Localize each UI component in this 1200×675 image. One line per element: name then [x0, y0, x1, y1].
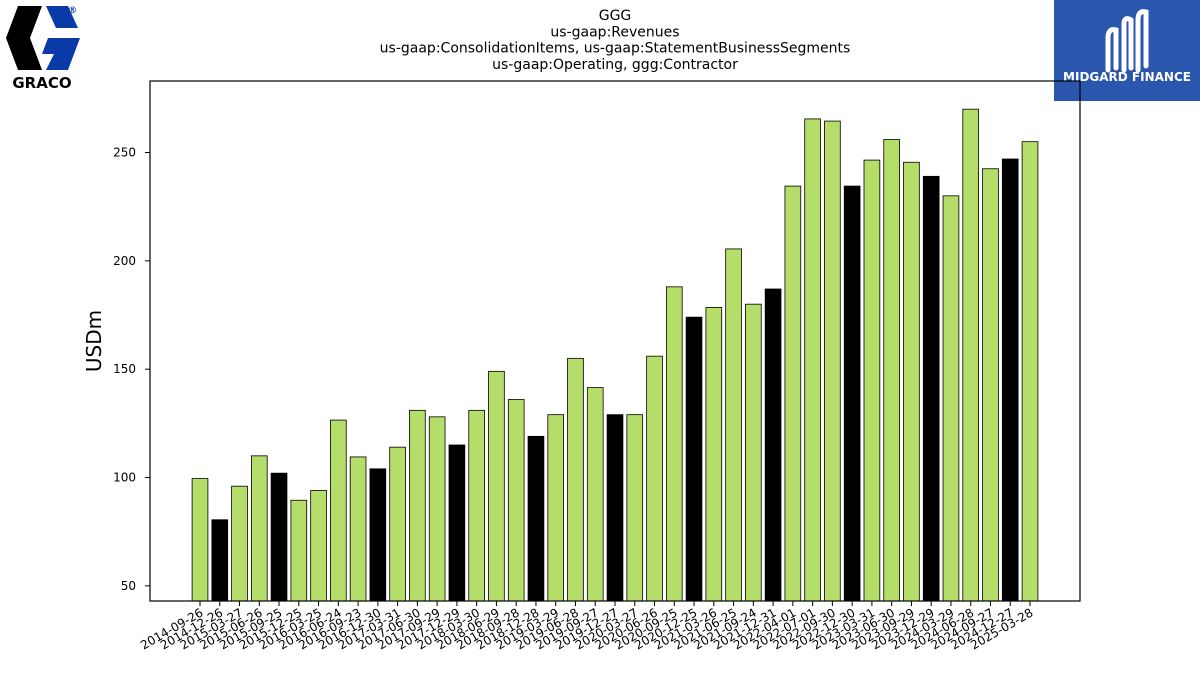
bar — [586, 387, 604, 602]
graco-logo-mark-black — [6, 6, 42, 70]
y-axis-label: USDm — [82, 310, 106, 372]
bar — [567, 357, 584, 602]
bar — [488, 370, 505, 602]
bar — [428, 416, 446, 602]
bar — [942, 195, 960, 602]
bar — [922, 175, 940, 602]
bar — [824, 120, 841, 602]
bar — [468, 409, 485, 602]
bar — [646, 355, 663, 602]
bar — [705, 307, 723, 602]
graco-logo-text: GRACO — [12, 74, 71, 92]
bar — [547, 414, 565, 602]
bar — [330, 419, 347, 602]
bar — [903, 161, 920, 602]
bar — [231, 485, 248, 602]
graco-logo: ® GRACO — [6, 6, 80, 92]
bar — [270, 472, 288, 602]
y-tick-label: 200 — [113, 254, 136, 268]
y-tick-label: 100 — [113, 471, 136, 485]
bar — [1021, 141, 1039, 602]
bar — [606, 414, 624, 602]
midgard-logo: MIDGARD FINANCE — [1054, 0, 1200, 101]
bar — [725, 248, 742, 602]
bar — [764, 288, 782, 602]
bar — [685, 316, 703, 602]
bar — [448, 444, 466, 602]
graco-logo-mark-blue-bottom — [42, 38, 80, 70]
bar — [290, 499, 308, 602]
chart-title-line: us-gaap:ConsolidationItems, us-gaap:Stat… — [380, 41, 851, 57]
bar — [211, 519, 229, 602]
chart-title-line: GGG — [599, 8, 632, 24]
bar — [507, 399, 525, 602]
bar — [883, 139, 900, 602]
y-tick-label: 50 — [121, 579, 136, 593]
bar — [804, 118, 821, 602]
bar — [409, 409, 426, 602]
bar — [962, 108, 980, 602]
bar — [665, 286, 683, 602]
bar — [843, 185, 861, 602]
midgard-logo-text: MIDGARD FINANCE — [1063, 70, 1191, 84]
bar — [982, 168, 999, 602]
bar — [250, 455, 268, 602]
graco-registered-mark: ® — [68, 6, 77, 16]
chart-title: GGGus-gaap:Revenuesus-gaap:Consolidation… — [380, 8, 851, 73]
y-tick-label: 250 — [113, 146, 136, 160]
bar — [310, 490, 327, 602]
bar — [745, 303, 762, 602]
y-tick-label: 150 — [113, 362, 136, 376]
bar — [626, 414, 644, 602]
bar — [527, 435, 545, 602]
bar — [863, 159, 881, 602]
bar — [191, 478, 209, 602]
chart-title-line: us-gaap:Revenues — [550, 24, 679, 40]
chart-title-line: us-gaap:Operating, ggg:Contractor — [492, 57, 738, 73]
bar — [389, 446, 406, 602]
bar — [1001, 158, 1019, 602]
bar — [784, 185, 802, 602]
graco-logo-mark-blue-top — [46, 6, 78, 28]
bar — [349, 456, 367, 602]
midgard-logo-mark — [1105, 9, 1149, 73]
midgard-logo-background — [1054, 0, 1200, 101]
bars — [191, 108, 1039, 602]
y-axis: 50 100 150 200 250 — [113, 146, 150, 593]
bar — [369, 468, 387, 602]
x-axis: 2014-09-262014-12-262015-03-272015-06-26… — [138, 601, 1036, 652]
